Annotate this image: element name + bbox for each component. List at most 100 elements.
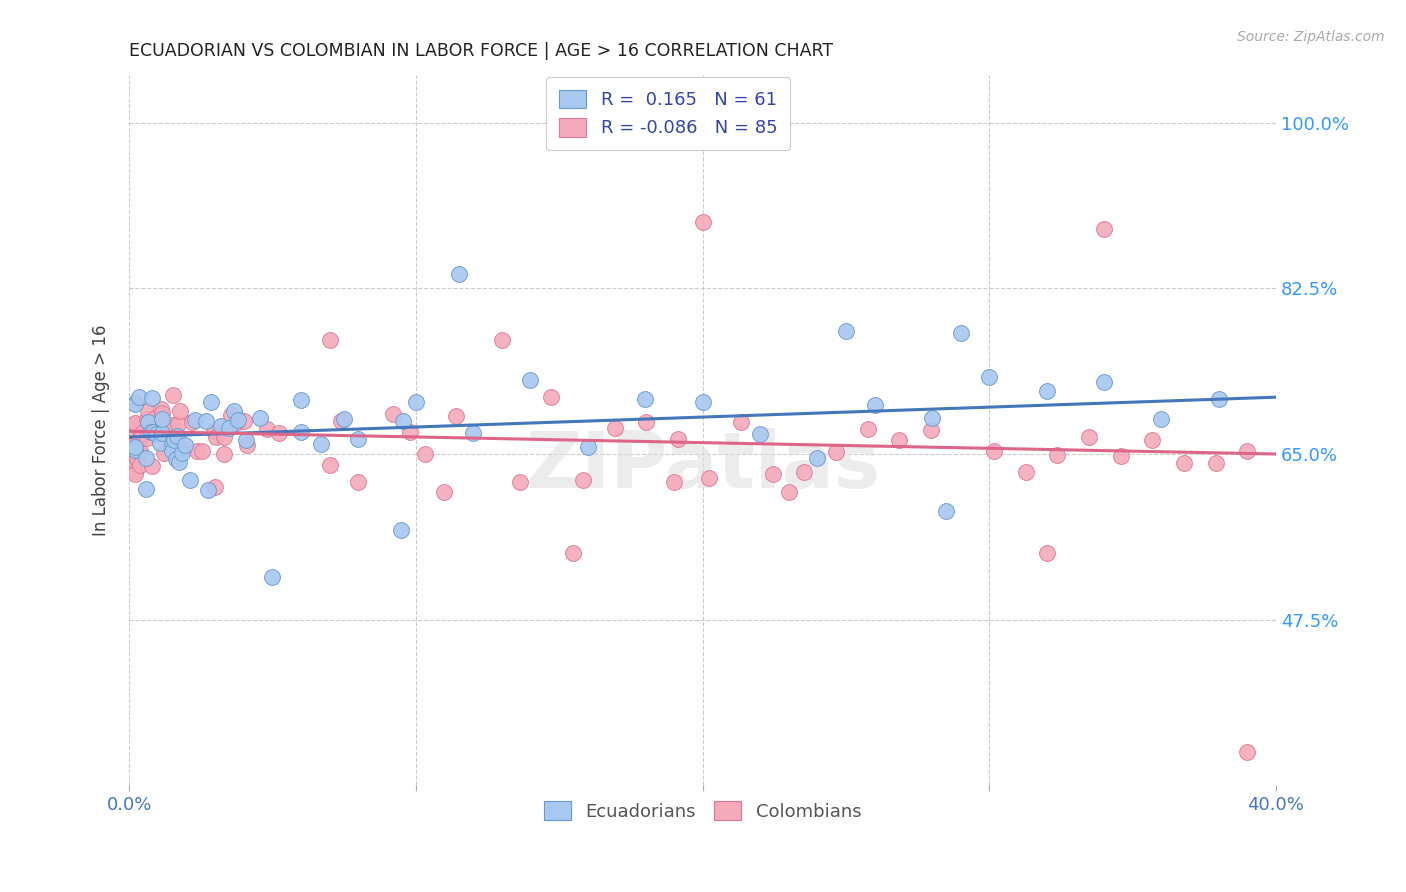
Point (825, 445, 848, 459)
Point (1035, 384, 1057, 399)
Point (290, 392, 312, 407)
Point (730, 415, 752, 429)
Point (172, 442, 194, 456)
Point (692, 394, 714, 409)
Point (399, 425, 422, 439)
Point (131, 426, 153, 441)
Point (1150, 412, 1173, 426)
Point (143, 410, 166, 425)
Point (150, 425, 173, 440)
Point (666, 432, 689, 446)
Point (163, 434, 186, 448)
Point (136, 415, 159, 429)
Point (204, 480, 226, 494)
Point (778, 484, 800, 499)
Point (447, 267, 470, 281)
Point (179, 473, 201, 487)
Point (562, 546, 585, 560)
Point (1109, 449, 1132, 463)
Point (1015, 465, 1038, 479)
Point (391, 414, 413, 428)
Point (124, 416, 146, 430)
Point (218, 420, 240, 434)
Point (128, 458, 150, 473)
Point (1078, 430, 1101, 444)
Point (149, 435, 172, 450)
Point (136, 430, 159, 444)
Point (134, 450, 156, 465)
Point (576, 440, 599, 454)
Text: ECUADORIAN VS COLOMBIAN IN LABOR FORCE | AGE > 16 CORRELATION CHART: ECUADORIAN VS COLOMBIAN IN LABOR FORCE |… (129, 42, 834, 60)
Point (309, 437, 332, 451)
Point (160, 436, 183, 450)
Legend: Ecuadorians, Colombians: Ecuadorians, Colombians (534, 792, 870, 830)
Point (145, 427, 167, 442)
Point (152, 406, 174, 420)
Point (125, 450, 148, 464)
Point (202, 424, 225, 438)
Point (167, 417, 190, 431)
Point (124, 397, 146, 411)
Point (236, 438, 259, 452)
Point (197, 483, 219, 497)
Point (835, 324, 858, 338)
Point (127, 437, 149, 451)
Point (162, 444, 184, 458)
Point (225, 417, 247, 431)
Point (124, 465, 146, 479)
Point (921, 410, 943, 425)
Point (572, 474, 595, 488)
Point (124, 425, 146, 439)
Point (173, 438, 195, 452)
Point (191, 444, 214, 458)
Point (662, 475, 685, 490)
Point (226, 413, 249, 427)
Point (267, 426, 290, 441)
Point (219, 408, 242, 422)
Point (167, 455, 190, 469)
Point (1208, 392, 1230, 407)
Point (184, 413, 207, 427)
Point (935, 504, 957, 518)
Point (180, 415, 202, 429)
Point (124, 418, 146, 433)
Point (329, 414, 352, 428)
Point (200, 394, 222, 409)
Point (856, 422, 879, 436)
Point (762, 467, 785, 481)
Point (319, 334, 342, 348)
Point (463, 426, 485, 441)
Point (1173, 456, 1195, 470)
Point (124, 441, 146, 455)
Point (124, 454, 146, 468)
Point (748, 427, 770, 442)
Point (124, 396, 146, 410)
Y-axis label: In Labor Force | Age > 16: In Labor Force | Age > 16 (93, 325, 110, 536)
Point (519, 374, 541, 388)
Point (603, 421, 626, 435)
Point (212, 447, 235, 461)
Point (256, 422, 278, 436)
Point (1046, 448, 1069, 462)
Point (128, 390, 150, 404)
Point (509, 475, 531, 490)
Point (319, 458, 342, 472)
Point (141, 391, 163, 405)
Point (128, 432, 150, 446)
Point (162, 388, 184, 402)
Point (165, 451, 187, 466)
Point (949, 326, 972, 340)
Point (262, 570, 284, 584)
Point (128, 432, 150, 446)
Point (863, 398, 886, 412)
Point (333, 411, 356, 425)
Point (1205, 457, 1227, 471)
Point (1035, 546, 1057, 560)
Point (634, 392, 657, 406)
Point (347, 432, 370, 446)
Point (413, 447, 436, 461)
Point (446, 409, 468, 423)
Point (1236, 745, 1258, 759)
Point (141, 425, 163, 439)
Point (124, 449, 146, 463)
